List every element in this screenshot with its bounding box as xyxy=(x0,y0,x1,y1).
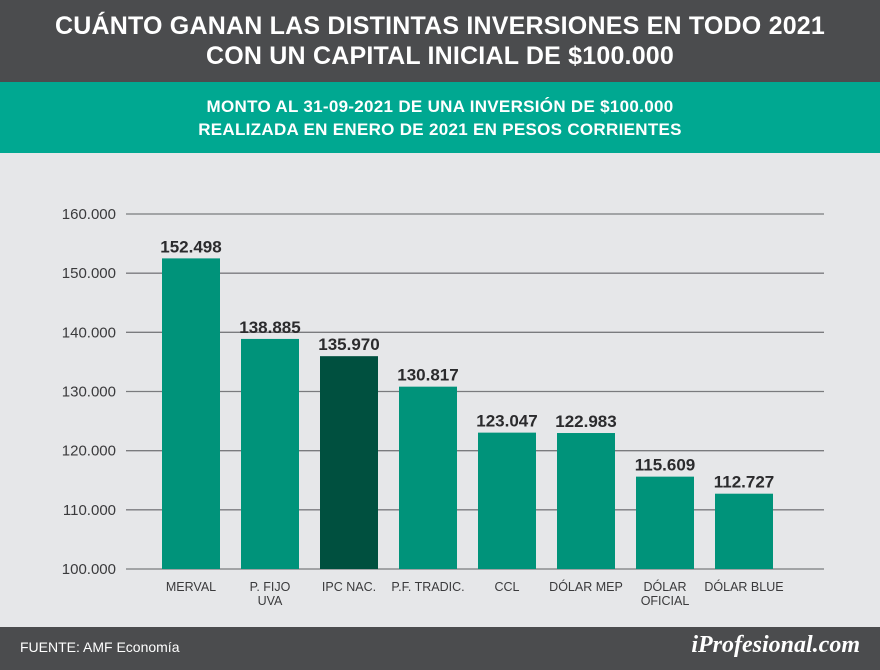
subheader-band: MONTO AL 31-09-2021 DE UNA INVERSIÓN DE … xyxy=(0,82,880,153)
x-tick-label: MERVAL xyxy=(166,580,216,594)
bar xyxy=(557,433,615,569)
chart-title-line1: CUÁNTO GANAN LAS DISTINTAS INVERSIONES E… xyxy=(54,12,826,40)
bar xyxy=(636,476,694,569)
x-tick-label: P.F. TRADIC. xyxy=(391,580,464,594)
data-label: 112.727 xyxy=(714,473,775,492)
footer-band: FUENTE: AMF Economía iProfesional.com xyxy=(0,627,880,670)
x-tick-label: P. FIJO UVA xyxy=(250,580,291,608)
bar xyxy=(399,386,457,569)
y-tick-label: 150.000 xyxy=(62,265,116,282)
source-note: FUENTE: AMF Economía xyxy=(20,639,180,655)
data-label: 115.609 xyxy=(635,456,696,475)
bar xyxy=(715,493,773,569)
x-tick-label: DÓLAR OFICIAL xyxy=(641,579,690,608)
y-tick-label: 140.000 xyxy=(62,324,116,341)
y-tick-label: 110.000 xyxy=(63,502,116,519)
y-tick-label: 120.000 xyxy=(62,443,116,460)
chart-title-line2: CON UN CAPITAL INICIAL DE $100.000 xyxy=(205,42,675,70)
data-label: 123.047 xyxy=(476,412,537,431)
brand-logo: iProfesional.com xyxy=(691,632,860,658)
data-label: 122.983 xyxy=(555,412,616,431)
x-tick-label: DÓLAR MEP xyxy=(549,579,623,594)
y-tick-label: 160.000 xyxy=(62,206,116,223)
chart-subtitle-line2: REALIZADA EN ENERO DE 2021 EN PESOS CORR… xyxy=(198,119,682,139)
bar xyxy=(320,356,378,569)
data-label: 135.970 xyxy=(318,335,379,354)
data-label: 152.498 xyxy=(160,237,221,256)
chart-subtitle-line1: MONTO AL 31-09-2021 DE UNA INVERSIÓN DE … xyxy=(206,96,674,116)
bar xyxy=(162,258,220,569)
y-tick-label: 130.000 xyxy=(62,384,116,401)
bar xyxy=(241,338,299,569)
data-label: 130.817 xyxy=(397,366,458,385)
y-tick-label: 100.000 xyxy=(62,561,116,578)
bar xyxy=(478,432,536,569)
header-band: CUÁNTO GANAN LAS DISTINTAS INVERSIONES E… xyxy=(0,0,880,82)
data-label: 138.885 xyxy=(239,318,300,337)
x-tick-label: DÓLAR BLUE xyxy=(704,579,783,594)
bar-chart: 100.000 110.000 120.000 130.000 140.000 150.0… xyxy=(62,206,824,608)
x-tick-label: IPC NAC. xyxy=(322,580,376,594)
x-tick-label: CCL xyxy=(494,580,519,594)
